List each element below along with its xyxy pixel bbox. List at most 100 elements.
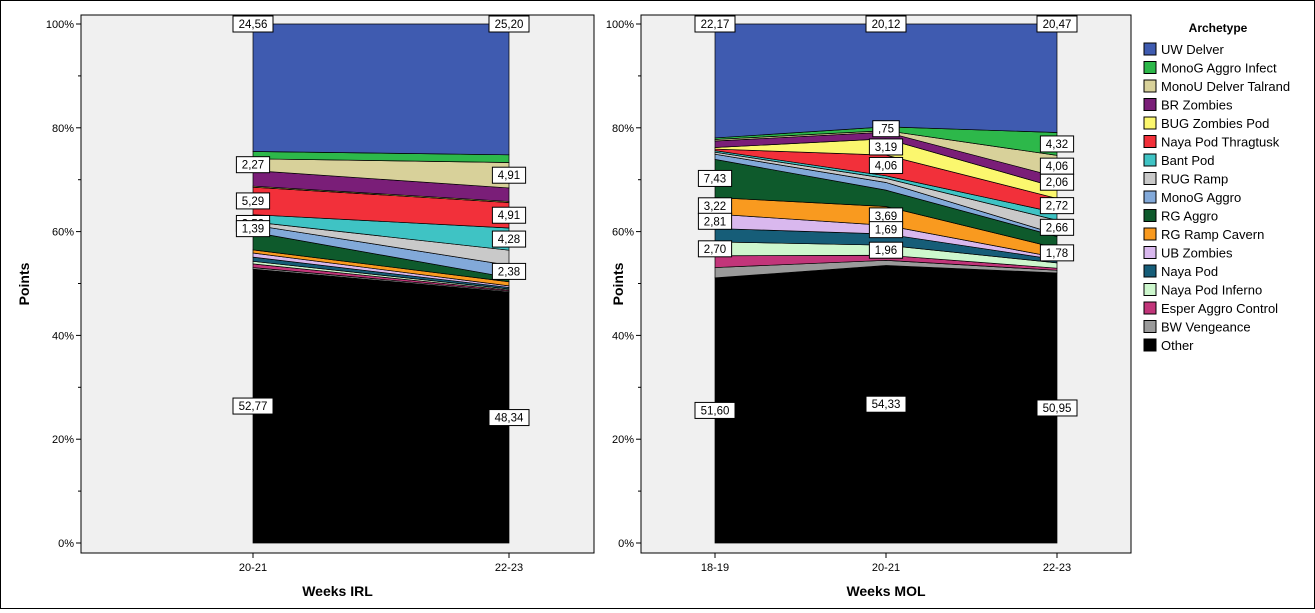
data-label-text: 54,33 bbox=[872, 399, 901, 411]
data-label: 3,19 bbox=[868, 138, 904, 156]
legend-label: MonoU Delver Talrand bbox=[1161, 79, 1290, 94]
data-label-text: 4,91 bbox=[498, 210, 520, 222]
data-label: 4,91 bbox=[491, 206, 527, 224]
legend-swatch bbox=[1143, 190, 1157, 204]
data-label-text: 3,22 bbox=[704, 201, 726, 213]
y-tick-label: 100% bbox=[46, 19, 74, 31]
y-tick-label: 40% bbox=[612, 330, 634, 342]
legend-label: Naya Pod Inferno bbox=[1161, 283, 1262, 298]
data-label-box bbox=[491, 230, 527, 248]
data-label: 1,96 bbox=[868, 241, 904, 259]
legend-item-monog-aggro-infect: MonoG Aggro Infect bbox=[1143, 61, 1277, 76]
data-label-box bbox=[868, 138, 904, 156]
data-label-text: 4,06 bbox=[875, 160, 897, 172]
data-label: 4,06 bbox=[1039, 157, 1075, 175]
y-tick-label: 80% bbox=[612, 123, 634, 135]
legend-swatch bbox=[1143, 172, 1157, 185]
data-label-text: 1,39 bbox=[242, 224, 264, 236]
y-tick-label: 100% bbox=[606, 19, 634, 31]
data-label-box bbox=[232, 15, 274, 33]
legend-label: Naya Pod bbox=[1161, 264, 1218, 279]
data-label-text: 20,47 bbox=[1043, 19, 1072, 31]
data-label-box bbox=[232, 397, 274, 415]
data-label-text: 7,43 bbox=[704, 173, 726, 185]
data-label: 3,22 bbox=[697, 197, 733, 215]
data-label: 2,70 bbox=[697, 240, 733, 258]
legend-swatch bbox=[1143, 153, 1157, 167]
y-tick-label: 20% bbox=[52, 434, 74, 446]
legend-label: MonoG Aggro bbox=[1161, 190, 1241, 205]
data-label-box bbox=[865, 395, 907, 413]
data-label-text: 50,95 bbox=[1043, 403, 1072, 415]
data-label: ,75 bbox=[872, 120, 900, 138]
data-label-box bbox=[1039, 197, 1075, 215]
legend-item-other: Other bbox=[1143, 338, 1194, 353]
legend-label: UB Zombies bbox=[1161, 246, 1233, 261]
data-label: 1,39 bbox=[235, 220, 271, 238]
data-label-box bbox=[697, 212, 733, 230]
data-label: 25,20 bbox=[488, 15, 530, 33]
data-label-text: 2,38 bbox=[498, 266, 520, 278]
legend-swatch bbox=[1143, 209, 1157, 222]
y-tick-label: 0% bbox=[618, 538, 634, 550]
data-label: 2,27 bbox=[235, 156, 271, 174]
data-label-box bbox=[1036, 15, 1078, 33]
data-label: 2,66 bbox=[1039, 218, 1075, 236]
legend-item-rg-ramp-cavern: RG Ramp Cavern bbox=[1143, 227, 1264, 242]
data-label-text: 2,27 bbox=[242, 160, 264, 172]
legend-label: RG Aggro bbox=[1161, 209, 1218, 224]
data-label: 2,06 bbox=[1039, 173, 1075, 191]
x-tick-label: 20-21 bbox=[239, 562, 267, 574]
area-uw-delver bbox=[252, 23, 510, 156]
data-label: 52,77 bbox=[232, 397, 274, 415]
data-label-box bbox=[235, 192, 271, 210]
data-label-text: 51,60 bbox=[701, 405, 730, 417]
legend-label: RUG Ramp bbox=[1161, 172, 1228, 187]
data-label-box bbox=[1039, 244, 1075, 262]
data-label: 2,38 bbox=[491, 262, 527, 280]
data-label-box bbox=[694, 401, 736, 419]
data-label-box bbox=[491, 166, 527, 184]
data-label-text: 2,06 bbox=[1046, 177, 1068, 189]
data-label-text: 4,28 bbox=[498, 234, 520, 246]
data-label-text: 4,32 bbox=[1046, 139, 1068, 151]
legend-label: BW Vengeance bbox=[1161, 320, 1251, 335]
y-tick-label: 60% bbox=[612, 227, 634, 239]
data-label-text: 25,20 bbox=[495, 19, 524, 31]
data-label: 51,60 bbox=[694, 401, 736, 419]
legend-item-rg-aggro: RG Aggro bbox=[1143, 209, 1218, 224]
data-label-box bbox=[488, 15, 530, 33]
data-label-text: 1,69 bbox=[875, 225, 897, 237]
data-label-box bbox=[1039, 218, 1075, 236]
legend-swatch bbox=[1143, 42, 1157, 56]
legend-item-monog-aggro: MonoG Aggro bbox=[1143, 190, 1241, 205]
legend-item-bant-pod: Bant Pod bbox=[1143, 153, 1215, 168]
legend-label: Naya Pod Thragtusk bbox=[1161, 135, 1280, 150]
y-tick-label: 40% bbox=[52, 330, 74, 342]
data-label-box bbox=[868, 241, 904, 259]
data-label-text: 5,29 bbox=[242, 196, 264, 208]
legend-item-naya-pod-inferno: Naya Pod Inferno bbox=[1143, 283, 1262, 298]
data-label: 20,12 bbox=[865, 15, 907, 33]
legend-label: BR Zombies bbox=[1161, 98, 1233, 113]
legend-item-bw-vengeance: BW Vengeance bbox=[1143, 320, 1251, 335]
data-label: 24,56 bbox=[232, 15, 274, 33]
y-tick-label: 0% bbox=[58, 538, 74, 550]
data-label-box bbox=[1039, 173, 1075, 191]
x-tick-label: 22-23 bbox=[495, 562, 523, 574]
legend-label: MonoG Aggro Infect bbox=[1161, 61, 1277, 76]
data-label: 22,17 bbox=[694, 15, 736, 33]
data-label-text: 4,91 bbox=[498, 170, 520, 182]
legend-label: Bant Pod bbox=[1161, 153, 1215, 168]
legend-item-ub-zombies: UB Zombies bbox=[1143, 246, 1233, 261]
data-label: 20,47 bbox=[1036, 15, 1078, 33]
legend-swatch bbox=[1143, 79, 1157, 93]
data-label-text: 48,34 bbox=[495, 413, 524, 425]
data-label: 3,69 bbox=[868, 207, 904, 225]
chart-panel-1: 0% 20% 40% 60% 80% 100% 20-21 22-23 Weeks IRL Poi… bbox=[16, 14, 595, 599]
legend-item-br-zombies: BR Zombies bbox=[1143, 98, 1233, 113]
y-tick-label: 60% bbox=[52, 227, 74, 239]
legend-item-monou-delver-talrand: MonoU Delver Talrand bbox=[1143, 79, 1290, 94]
